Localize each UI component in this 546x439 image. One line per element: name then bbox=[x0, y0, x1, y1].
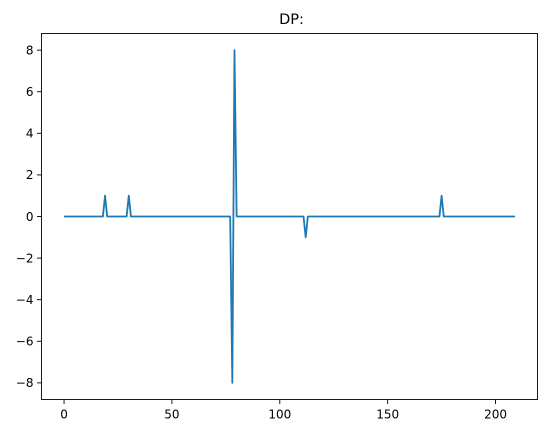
y-tick-label-4: 4 bbox=[26, 127, 34, 141]
y-tick-label--2: −2 bbox=[16, 251, 34, 265]
y-tick-label-8: 8 bbox=[26, 43, 34, 57]
axes: 0 50 100 150 200 −8 −6 −4 −2 0 2 4 6 8 bbox=[16, 33, 538, 422]
y-tick-label-6: 6 bbox=[26, 85, 34, 99]
x-tick-label-0: 0 bbox=[60, 408, 68, 422]
x-tick-label-150: 150 bbox=[376, 408, 399, 422]
chart-title: DP: bbox=[279, 12, 304, 28]
x-tick-label-100: 100 bbox=[268, 408, 291, 422]
x-tick-label-50: 50 bbox=[164, 408, 179, 422]
y-tick-label--4: −4 bbox=[16, 293, 34, 307]
series-line-0 bbox=[64, 49, 515, 384]
x-tick-label-200: 200 bbox=[484, 408, 507, 422]
y-tick-label-2: 2 bbox=[26, 168, 34, 182]
y-tick-label--8: −8 bbox=[16, 376, 34, 390]
y-tick-label-0: 0 bbox=[26, 210, 34, 224]
y-tick-label--6: −6 bbox=[16, 335, 34, 349]
plot-area bbox=[64, 49, 515, 384]
